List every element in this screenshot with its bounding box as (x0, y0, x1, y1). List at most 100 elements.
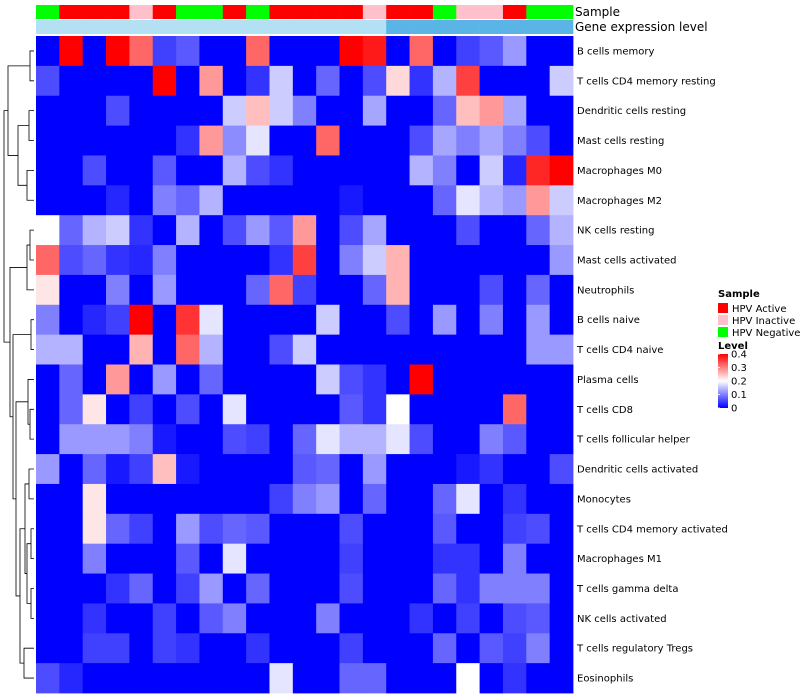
expression-annotation-cell (479, 20, 504, 34)
heatmap-cell (292, 125, 317, 156)
dendrogram-branch (19, 528, 25, 664)
heatmap-cell (339, 36, 364, 67)
heatmap-cell (456, 334, 481, 365)
heatmap-cell (432, 185, 457, 216)
heatmap-cell (362, 394, 387, 425)
sample-annotation-cell (432, 5, 457, 19)
heatmap-cell (82, 513, 107, 545)
heatmap-cell (106, 424, 130, 455)
heatmap-cell (526, 334, 551, 365)
heatmap-cell (246, 513, 270, 545)
heatmap-cell (59, 483, 84, 515)
heatmap-cell (339, 663, 364, 694)
heatmap-cell (199, 155, 224, 186)
heatmap-cell (36, 424, 60, 455)
heatmap-cell (246, 483, 270, 515)
heatmap-cell (129, 95, 154, 126)
dendrogram-branch (30, 319, 34, 350)
heatmap-cell (386, 185, 410, 216)
heatmap-cell (456, 155, 481, 186)
heatmap-cell (409, 364, 434, 395)
heatmap-cell (409, 245, 434, 276)
heatmap-cell (199, 543, 224, 574)
heatmap-cell (502, 483, 527, 515)
heatmap-cell (82, 394, 107, 425)
heatmap-cell (152, 334, 177, 365)
heatmap-cell (36, 573, 60, 604)
heatmap-cell (479, 633, 504, 664)
heatmap-cell (222, 394, 247, 425)
heatmap-cell (59, 364, 84, 395)
heatmap-cell (409, 394, 434, 425)
heatmap-cell (246, 364, 270, 395)
heatmap-cell (386, 215, 410, 246)
heatmap-cell (36, 483, 60, 515)
heatmap-cell (339, 633, 364, 664)
expression-annotation-cell (129, 20, 154, 34)
row-label: Macrophages M2 (577, 196, 662, 207)
expression-annotation-cell (316, 20, 340, 34)
expression-annotation-cell (502, 20, 527, 34)
heatmap-cell (386, 65, 410, 97)
heatmap-cell (82, 245, 107, 276)
heatmap-cell (502, 125, 527, 156)
heatmap-cell (106, 394, 130, 425)
heatmap-cell (292, 185, 317, 216)
heatmap-cell (316, 36, 340, 67)
heatmap-cell (292, 215, 317, 246)
heatmap-cell (269, 513, 294, 545)
heatmap-cell (549, 215, 574, 246)
dendrogram-branch (26, 543, 31, 604)
heatmap-cell (432, 663, 457, 694)
heatmap-cell (292, 663, 317, 694)
heatmap-cell (502, 245, 527, 276)
heatmap-cell (339, 125, 364, 156)
heatmap-cell (222, 663, 247, 694)
heatmap-cell (432, 573, 457, 604)
heatmap-cell (432, 245, 457, 276)
heatmap-cell (339, 603, 364, 634)
sample-annotation-cell (82, 5, 107, 19)
heatmap-cell (269, 334, 294, 365)
heatmap-cell (246, 334, 270, 365)
heatmap-cell (199, 483, 224, 515)
heatmap-cell (409, 454, 434, 485)
row-label: Neutrophils (577, 285, 634, 296)
heatmap-cell (456, 573, 481, 604)
heatmap-cell (339, 424, 364, 455)
heatmap-cell (479, 274, 504, 306)
heatmap-cell (152, 483, 177, 515)
heatmap-cell (269, 663, 294, 694)
heatmap-cell (362, 36, 387, 67)
heatmap-cell (36, 155, 60, 186)
heatmap-cell (269, 95, 294, 126)
heatmap-cell (152, 155, 177, 186)
heatmap-cell (222, 573, 247, 604)
heatmap-cell (82, 274, 107, 306)
heatmap-cell (59, 215, 84, 246)
heatmap-cell (292, 394, 317, 425)
heatmap-cell (36, 185, 60, 216)
heatmap-cell (526, 543, 551, 574)
expression-annotation-cell (59, 20, 83, 34)
heatmap-cell (59, 125, 84, 156)
sample-annotation-cell (152, 5, 177, 19)
heatmap-cell (432, 215, 457, 246)
heatmap-cell (316, 483, 340, 515)
heatmap-cell (456, 245, 481, 276)
expression-annotation-cell (432, 20, 457, 34)
heatmap-cell (246, 543, 270, 574)
expression-annotation-cell (409, 20, 434, 34)
heatmap-cell (129, 663, 154, 694)
heatmap-cell (479, 603, 504, 634)
heatmap-cell (479, 215, 504, 246)
heatmap-cell (316, 603, 340, 634)
expression-annotation-cell (456, 20, 480, 34)
heatmap-cell (339, 155, 364, 186)
heatmap-cell (222, 274, 247, 306)
heatmap-cell (456, 543, 481, 574)
heatmap-cell (82, 334, 107, 365)
heatmap-cell (176, 155, 200, 186)
heatmap-cell (432, 65, 457, 97)
